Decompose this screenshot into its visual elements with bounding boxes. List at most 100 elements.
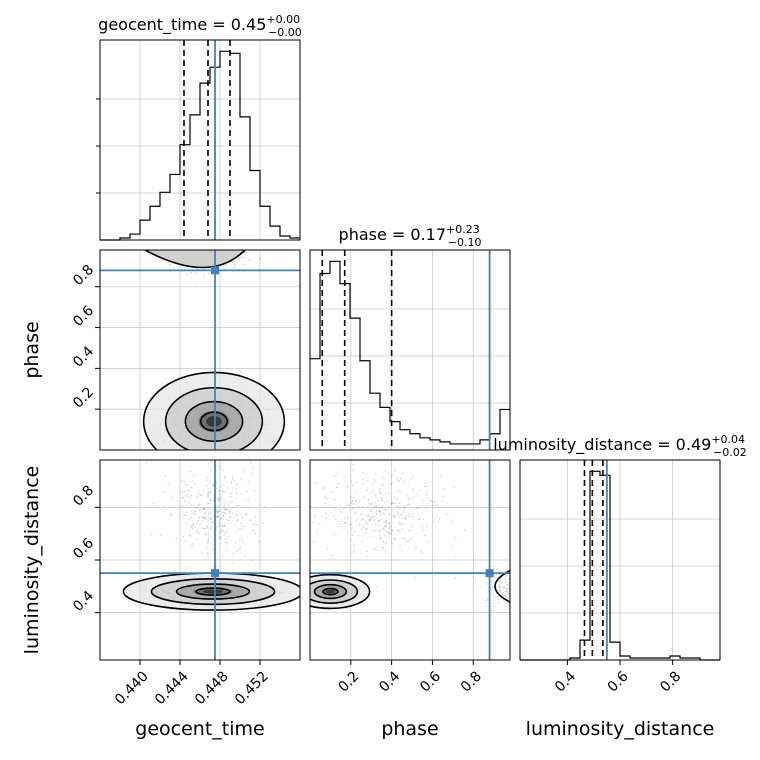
scatter-point [192, 248, 194, 250]
scatter-point [229, 495, 232, 498]
scatter-point [208, 527, 211, 530]
contour-line [313, 583, 348, 600]
scatter-point [196, 248, 198, 250]
scatter-point [221, 241, 223, 243]
scatter-point [391, 529, 394, 532]
scatter-point [325, 502, 327, 505]
scatter-point [199, 523, 202, 526]
scatter-point [390, 483, 392, 485]
scatter-point [223, 490, 226, 493]
scatter-point [224, 533, 226, 536]
scatter-point [306, 593, 308, 595]
scatter-point [380, 506, 383, 509]
scatter-point [334, 534, 337, 536]
scatter-point [227, 504, 230, 507]
scatter-point [323, 506, 326, 509]
scatter-point [198, 509, 201, 512]
scatter-point [205, 527, 207, 530]
scatter-panel-phase-luminosity_distance [301, 459, 519, 661]
scatter-point [251, 471, 254, 474]
scatter-point [235, 246, 237, 248]
scatter-point [194, 283, 197, 286]
scatter-point [388, 533, 391, 535]
scatter-point [199, 494, 202, 497]
scatter-point [382, 476, 385, 479]
scatter-point [369, 502, 372, 505]
y-tick-label: 0.2 [70, 384, 97, 411]
scatter-point [203, 508, 206, 511]
scatter-point [402, 523, 405, 525]
scatter-point [426, 490, 429, 493]
scatter-point [236, 519, 238, 521]
scatter-point [445, 513, 448, 515]
scatter-point [219, 489, 222, 492]
scatter-point [206, 480, 208, 483]
scatter-point [384, 509, 387, 512]
scatter-point [237, 510, 240, 513]
scatter-point [517, 595, 519, 597]
scatter-point [206, 476, 208, 479]
scatter-point [408, 529, 411, 532]
scatter-point [390, 502, 392, 505]
scatter-point [239, 546, 242, 548]
scatter-point [152, 503, 155, 505]
scatter-point [347, 485, 349, 488]
scatter-point [226, 549, 229, 552]
scatter-point [351, 500, 354, 503]
scatter-point [365, 520, 367, 522]
scatter-point [203, 507, 205, 510]
scatter-point [436, 503, 439, 506]
scatter-point [206, 501, 209, 504]
scatter-point [185, 522, 188, 525]
x-tick-label: 0.448 [192, 668, 232, 708]
scatter-point [382, 512, 385, 514]
scatter-point [193, 525, 196, 528]
scatter-point [443, 488, 446, 490]
scatter-point [201, 527, 204, 529]
scatter-point [189, 455, 191, 457]
scatter-point [362, 525, 365, 528]
scatter-point [335, 471, 338, 474]
scatter-point [370, 509, 372, 512]
scatter-point [387, 472, 390, 474]
scatter-point [217, 497, 220, 500]
scatter-point [352, 503, 354, 505]
scatter-point [365, 522, 368, 525]
scatter-point [207, 491, 210, 494]
scatter-point [254, 454, 256, 456]
scatter-point [248, 506, 251, 509]
scatter-point [390, 532, 393, 535]
scatter-point [400, 536, 403, 539]
scatter-point [216, 510, 218, 513]
scatter-point [403, 481, 406, 483]
truth-marker [485, 569, 494, 578]
scatter-point [217, 525, 220, 528]
scatter-point [453, 555, 456, 558]
scatter-point [504, 590, 507, 593]
scatter-point [370, 524, 373, 527]
panel-border [99, 249, 301, 451]
scatter-point [375, 505, 378, 508]
scatter-point [410, 538, 413, 540]
scatter-point [411, 516, 414, 518]
contour-line [164, 386, 264, 450]
scatter-point [204, 513, 206, 515]
scatter-point [308, 584, 310, 586]
scatter-point [371, 483, 374, 486]
scatter-point [209, 461, 212, 464]
scatter-point [301, 589, 303, 591]
scatter-point [403, 537, 406, 540]
scatter-point [218, 490, 221, 493]
scatter-point [191, 480, 194, 483]
scatter-point [208, 507, 211, 510]
scatter-point [197, 244, 199, 246]
scatter-point [373, 490, 376, 493]
scatter-point [326, 497, 329, 500]
scatter-point [202, 489, 205, 492]
scatter-point [207, 519, 209, 522]
scatter-point [212, 549, 215, 552]
scatter-point [331, 506, 334, 509]
scatter-point [162, 491, 165, 493]
scatter-point [337, 483, 339, 485]
scatter-point [396, 529, 399, 532]
